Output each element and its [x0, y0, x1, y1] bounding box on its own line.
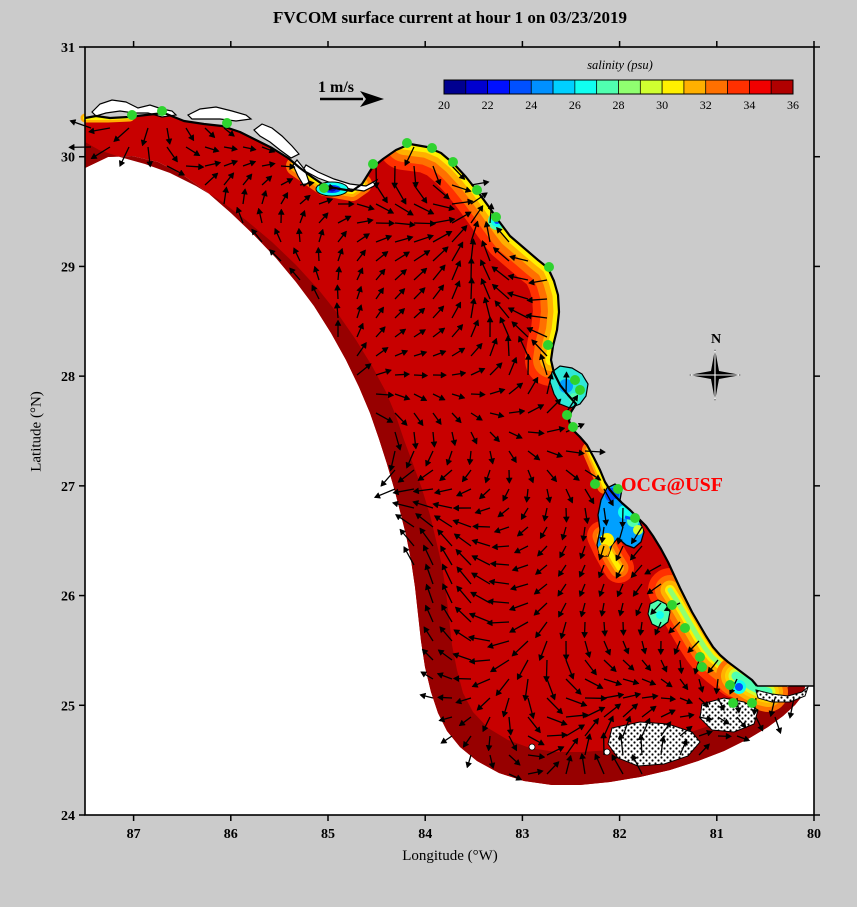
station-dot [697, 662, 707, 672]
station-dot [667, 600, 677, 610]
station-markers [127, 106, 757, 708]
colorbar-segment [770, 79, 794, 95]
station-dot [747, 698, 757, 708]
colorbar-segment [639, 79, 663, 95]
charlotte-harbor [656, 611, 664, 619]
axes-frame [84, 46, 815, 816]
compass-rose [689, 349, 741, 401]
station-dot [368, 159, 378, 169]
station-dot [680, 623, 690, 633]
scale-arrow-label: 1 m/s [318, 79, 354, 96]
colorbar-segment [618, 79, 641, 95]
small-island [528, 743, 536, 751]
colorbar-segment [705, 79, 728, 95]
land-mass [85, 47, 814, 686]
colorbar-tick-label: 22 [482, 98, 494, 112]
y-tick-label: 27 [61, 480, 75, 495]
station-dot [725, 680, 735, 690]
station-dot [543, 340, 553, 350]
colorbar-segment [465, 79, 488, 95]
figure-title: FVCOM surface current at hour 1 on 03/23… [273, 8, 627, 27]
colorbar-label: salinity (psu) [587, 58, 653, 72]
station-dot [472, 185, 482, 195]
colorbar-tick-label: 36 [787, 98, 799, 112]
colorbar-tick-label: 32 [700, 98, 712, 112]
compass-star [691, 351, 739, 399]
current-vectors [68, 119, 795, 781]
colorbar-segment [749, 79, 772, 95]
colorbar-segment [661, 79, 685, 95]
scale-arrow [320, 91, 384, 107]
y-tick-label: 26 [61, 590, 75, 605]
station-dot [491, 212, 501, 222]
station-dot [728, 698, 738, 708]
colorbar-frame [443, 79, 794, 95]
keys-east-fringe [731, 671, 773, 697]
colorbar-segment [574, 79, 598, 95]
station-dot [630, 513, 640, 523]
station-dot [448, 157, 458, 167]
colorbar-segment [530, 79, 554, 95]
x-tick-label: 87 [127, 827, 141, 842]
colorbar-segment [509, 79, 532, 95]
colorbar-segment [596, 79, 619, 95]
colorbar-segment [487, 79, 510, 95]
y-tick-label: 30 [61, 151, 75, 166]
colorbar-segment [727, 79, 750, 95]
y-tick-label: 24 [61, 809, 75, 824]
colorbar-tick-label: 30 [656, 98, 668, 112]
colorbar-segment [683, 79, 707, 95]
station-dot [575, 385, 585, 395]
station-dot [222, 118, 232, 128]
colorbar-tick-label: 20 [438, 98, 450, 112]
axis-ticks: 87 86 85 84 83 82 81 80 31 30 29 28 27 26 25 24 [61, 41, 821, 842]
colorbar-tick-label: 28 [613, 98, 625, 112]
station-dot [157, 106, 167, 116]
station-dot [590, 479, 600, 489]
small-island [603, 748, 611, 756]
station-dot [695, 652, 705, 662]
colorbar-tick-label: 24 [525, 98, 537, 112]
station-dot [544, 262, 554, 272]
colorbar-tick-label: 34 [743, 98, 755, 112]
station-dot [319, 183, 329, 193]
y-tick-label: 31 [61, 41, 75, 56]
x-tick-label: 86 [224, 827, 238, 842]
coastline [84, 111, 758, 687]
shallow-bank [755, 685, 810, 703]
shallow-bank [607, 721, 701, 767]
coastal-lagoon [91, 99, 178, 118]
ocg-usf-annotation: OCG@USF [621, 474, 723, 496]
y-axis-label: Latitude (°N) [28, 391, 45, 472]
y-tick-label: 28 [61, 370, 75, 385]
x-tick-label: 81 [710, 827, 724, 842]
station-dot [613, 484, 623, 494]
ocean-model-domain [85, 113, 805, 785]
x-tick-label: 82 [613, 827, 627, 842]
x-axis-label: Longitude (°W) [402, 848, 498, 864]
compass-north-label: N [710, 332, 722, 347]
tampa-bay [598, 488, 643, 556]
x-tick-label: 85 [321, 827, 335, 842]
colorbar-tick-label: 26 [569, 98, 581, 112]
station-dot [127, 110, 137, 120]
colorbar-segment [443, 79, 467, 95]
x-tick-label: 80 [807, 827, 821, 842]
station-dot [568, 422, 578, 432]
station-dot [402, 138, 412, 148]
coastal-lagoon [253, 123, 300, 159]
x-tick-label: 83 [515, 827, 529, 842]
colorbar: 20 22 24 26 28 30 32 34 36 [438, 79, 799, 112]
x-tick-label: 84 [418, 827, 432, 842]
colorbar-segment [552, 79, 576, 95]
y-tick-label: 29 [61, 260, 75, 275]
station-dot [562, 410, 572, 420]
coastal-lagoon [186, 106, 253, 122]
station-dot [570, 375, 580, 385]
keys-low-salinity-plume [735, 683, 743, 691]
station-dot [427, 143, 437, 153]
y-tick-label: 25 [61, 699, 75, 714]
